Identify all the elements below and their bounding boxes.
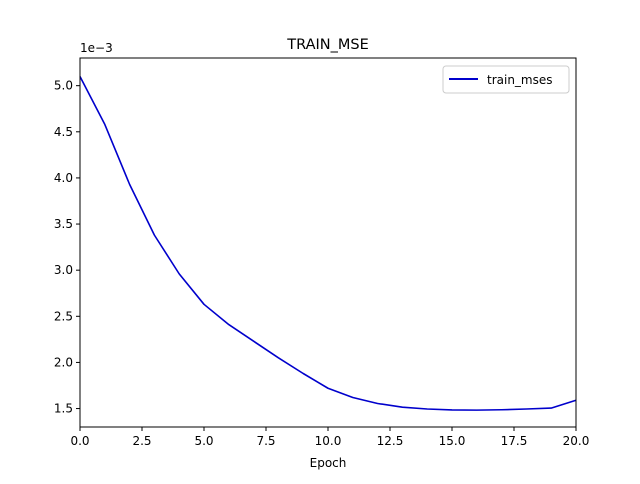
y-scale-offset-label: 1e−3	[80, 41, 113, 55]
legend-label: train_mses	[487, 73, 553, 87]
y-tick-label: 3.5	[54, 217, 73, 231]
x-tick-label: 5.0	[194, 434, 213, 448]
x-axis: 0.0 2.5 5.0 7.5 10.0 12.5 15.0 17.5 20.0	[70, 427, 589, 448]
plot-area	[79, 76, 577, 411]
x-tick-label: 17.5	[501, 434, 528, 448]
x-tick-label: 20.0	[563, 434, 590, 448]
series-line-train-mses	[79, 76, 577, 411]
x-axis-label: Epoch	[310, 456, 347, 470]
x-tick-label: 7.5	[256, 434, 275, 448]
x-tick-label: 10.0	[315, 434, 342, 448]
y-axis: 1.5 2.0 2.5 3.0 3.5 4.0 4.5 5.0	[54, 79, 80, 416]
y-tick-label: 2.5	[54, 309, 73, 323]
y-tick-label: 3.0	[54, 263, 73, 277]
x-tick-label: 2.5	[132, 434, 151, 448]
y-tick-label: 4.0	[54, 171, 73, 185]
y-tick-label: 4.5	[54, 125, 73, 139]
x-tick-label: 15.0	[439, 434, 466, 448]
legend: train_mses	[442, 65, 570, 94]
axes-frame	[79, 57, 577, 428]
y-tick-label: 2.0	[54, 355, 73, 369]
y-tick-label: 1.5	[54, 402, 73, 416]
y-tick-label: 5.0	[54, 79, 73, 93]
legend-box	[442, 65, 570, 94]
x-tick-label: 0.0	[70, 434, 89, 448]
x-tick-label: 12.5	[377, 434, 404, 448]
chart-title: TRAIN_MSE	[286, 37, 369, 53]
